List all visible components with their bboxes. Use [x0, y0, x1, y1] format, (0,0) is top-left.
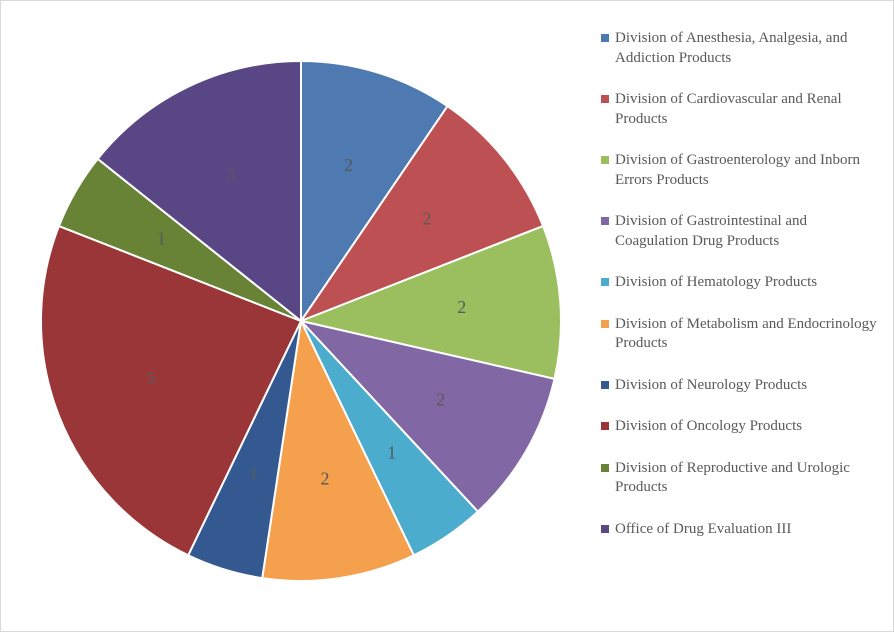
slice-value-label: 2: [321, 469, 330, 489]
legend-item: Division of Neurology Products: [601, 376, 881, 396]
legend-swatch: [601, 278, 609, 286]
legend-label: Division of Hematology Products: [615, 273, 817, 293]
legend-swatch: [601, 464, 609, 472]
legend-label: Office of Drug Evaluation III: [615, 520, 791, 540]
legend-label: Division of Anesthesia, Analgesia, and A…: [615, 29, 881, 68]
legend-item: Division of Cardiovascular and Renal Pro…: [601, 90, 881, 129]
slice-value-label: 2: [457, 297, 466, 317]
legend-label: Division of Gastroenterology and Inborn …: [615, 151, 881, 190]
legend-label: Division of Oncology Products: [615, 417, 802, 437]
legend-item: Division of Gastrointestinal and Coagula…: [601, 212, 881, 251]
legend-item: Division of Reproductive and Urologic Pr…: [601, 459, 881, 498]
legend-label: Division of Reproductive and Urologic Pr…: [615, 459, 881, 498]
pie-chart: 2 2 2 2 1 2 1 5 1 3: [21, 21, 581, 613]
slice-value-label: 1: [249, 463, 258, 483]
slice-value-label: 2: [423, 209, 432, 229]
legend-item: Division of Gastroenterology and Inborn …: [601, 151, 881, 190]
slice-value-label: 5: [146, 368, 155, 388]
pie-svg: 2 2 2 2 1 2 1 5 1 3: [21, 21, 581, 613]
legend-label: Division of Neurology Products: [615, 376, 807, 396]
legend-swatch: [601, 95, 609, 103]
legend-item: Division of Hematology Products: [601, 273, 881, 293]
legend-label: Division of Metabolism and Endocrinology…: [615, 315, 881, 354]
legend-swatch: [601, 217, 609, 225]
legend-item: Division of Oncology Products: [601, 417, 881, 437]
slice-value-label: 2: [344, 155, 353, 175]
slice-value-label: 2: [436, 390, 445, 410]
slice-value-label: 1: [387, 442, 396, 462]
legend-swatch: [601, 156, 609, 164]
chart-frame: 2 2 2 2 1 2 1 5 1 3 Division of Anesthesia, Analg…: [0, 0, 894, 632]
legend-swatch: [601, 34, 609, 42]
legend-swatch: [601, 422, 609, 430]
legend-swatch: [601, 381, 609, 389]
legend-label: Division of Cardiovascular and Renal Pro…: [615, 90, 881, 129]
legend-swatch: [601, 525, 609, 533]
legend-swatch: [601, 320, 609, 328]
legend-item: Office of Drug Evaluation III: [601, 520, 881, 540]
slice-value-label: 1: [157, 229, 166, 249]
legend: Division of Anesthesia, Analgesia, and A…: [601, 21, 881, 621]
legend-label: Division of Gastrointestinal and Coagula…: [615, 212, 881, 251]
legend-item: Division of Metabolism and Endocrinology…: [601, 315, 881, 354]
legend-item: Division of Anesthesia, Analgesia, and A…: [601, 29, 881, 68]
slice-value-label: 3: [227, 164, 236, 184]
